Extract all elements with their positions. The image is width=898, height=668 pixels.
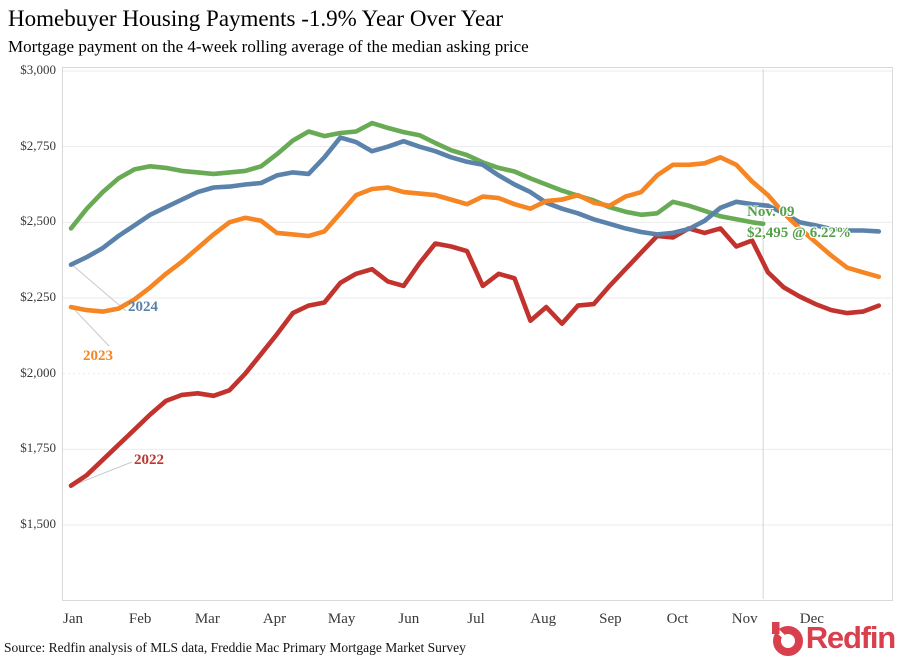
chart-title: Homebuyer Housing Payments -1.9% Year Ov…: [8, 6, 504, 31]
month-label: Apr: [262, 611, 287, 627]
month-label: Sep: [599, 611, 622, 627]
y-axis-label: $2,500: [20, 213, 56, 229]
month-label: May: [327, 611, 356, 627]
label-leader-line: [71, 306, 110, 347]
y-axis-label: $1,750: [20, 440, 56, 456]
month-label: Aug: [530, 611, 557, 627]
month-label: Jul: [467, 611, 485, 627]
latest-point-annotation: Nov. 09 $2,495 @ 6.22%: [747, 202, 851, 244]
redfin-logo-text: Redfin: [805, 620, 896, 655]
source-note: Source: Redfin analysis of MLS data, Fre…: [4, 640, 466, 655]
label-leader-line: [71, 461, 133, 487]
y-axis-label: $1,500: [20, 516, 56, 531]
y-axis-label: $2,000: [20, 364, 56, 380]
plot-area: [62, 67, 893, 601]
chart-subtitle: Mortgage payment on the 4-week rolling a…: [8, 37, 529, 56]
month-label: Jun: [398, 611, 420, 627]
y-axis-label: $2,250: [20, 289, 56, 304]
series-line-current-year: [68, 120, 766, 231]
series-label-2023: 2023: [83, 348, 113, 364]
series-line-2024: [68, 135, 882, 267]
line-chart: [63, 69, 892, 599]
annotation-date: Nov. 09: [747, 204, 795, 220]
series-label-2022: 2022: [134, 452, 164, 468]
month-label: Nov: [731, 611, 758, 627]
month-label: Dec: [799, 611, 824, 627]
series-line-2022: [68, 226, 882, 489]
y-axis-label: $2,750: [20, 137, 56, 153]
month-label: Jan: [63, 611, 83, 627]
month-label: Mar: [194, 611, 220, 627]
month-label: Feb: [128, 611, 152, 627]
redfin-house-icon: [771, 622, 803, 656]
annotation-value: $2,495 @ 6.22%: [747, 225, 851, 241]
label-leader-line: [71, 264, 127, 312]
series-line-2023: [68, 155, 882, 314]
y-axis-label: $3,000: [20, 62, 56, 77]
month-label: Oct: [666, 611, 689, 627]
redfin-logo: Redfin: [768, 617, 896, 659]
series-label-2024: 2024: [128, 299, 158, 315]
